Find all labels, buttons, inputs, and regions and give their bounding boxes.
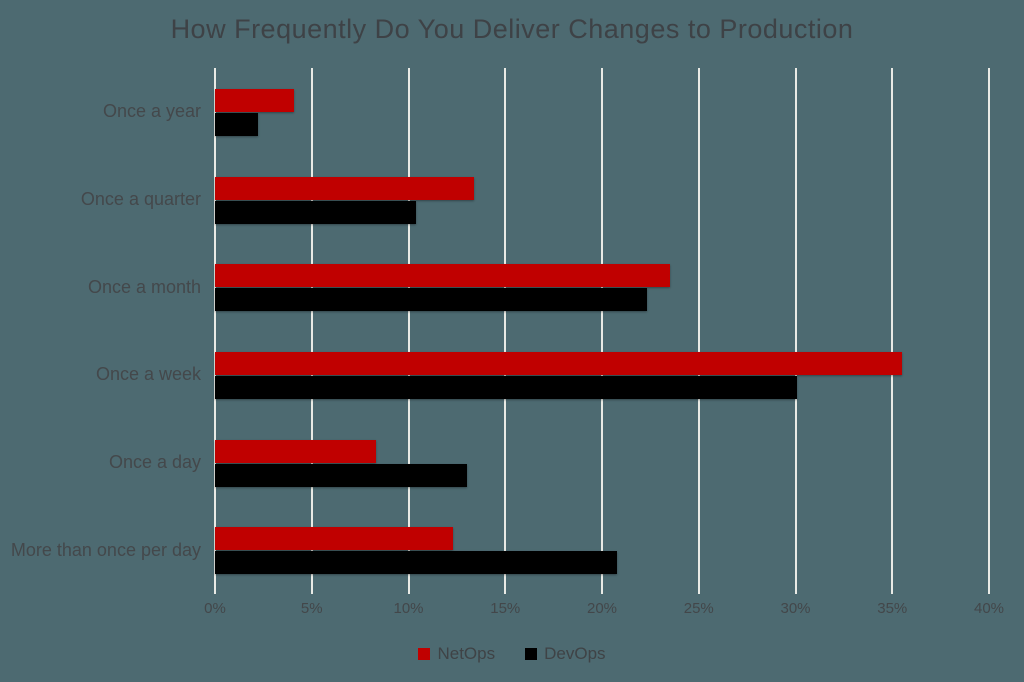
- gridline-15-: [504, 68, 507, 594]
- bar-netops-once-a-day: [215, 439, 376, 463]
- legend-label-netops: NetOps: [437, 644, 496, 663]
- bar-devops-once-a-week: [215, 376, 797, 399]
- bar-netops-once-a-year: [215, 89, 294, 112]
- gridline-25-: [697, 68, 700, 594]
- x-tick-label-35-: 35%: [877, 600, 908, 617]
- x-tick-label-20-: 20%: [586, 600, 618, 617]
- value-axis: 0% 5% 10% 15% 20% 25% 30% 35% 40%: [0, 600, 1024, 620]
- legend: NetOps DevOps: [0, 644, 1024, 664]
- gridline-10-: [407, 68, 410, 594]
- bar-devops-once-a-day: [215, 463, 467, 487]
- category-label-once-a-quarter: Once a quarter: [80, 188, 201, 209]
- bar-netops-once-a-week: [215, 352, 902, 375]
- legend-item-netops: NetOps: [418, 644, 495, 664]
- bar-devops-once-a-month: [215, 288, 647, 312]
- plot-area: [214, 68, 990, 594]
- legend-swatch-netops: [418, 648, 431, 660]
- bar-devops-once-a-year: [215, 113, 258, 136]
- x-tick-label-30-: 30%: [780, 600, 811, 617]
- x-tick-label-5-: 5%: [300, 600, 323, 617]
- gridline-0-: [214, 68, 216, 594]
- x-tick-label-0-: 0%: [204, 600, 226, 617]
- legend-swatch-devops: [525, 648, 538, 660]
- gridline-20-: [601, 68, 603, 594]
- category-label-once-a-month: Once a month: [87, 276, 201, 297]
- x-tick-label-40-: 40%: [973, 600, 1005, 617]
- legend-label-devops: DevOps: [544, 644, 606, 663]
- gridline-30-: [794, 68, 797, 594]
- bar-netops-more-than-once-per-day: [215, 527, 453, 551]
- category-label-once-a-day: Once a day: [108, 451, 201, 472]
- x-tick-label-10-: 10%: [393, 600, 424, 617]
- bar-netops-once-a-month: [215, 264, 670, 288]
- chart-title: How Frequently Do You Deliver Changes to…: [170, 14, 854, 44]
- bar-netops-once-a-quarter: [215, 176, 474, 200]
- bar-devops-once-a-quarter: [215, 200, 416, 224]
- x-tick-label-25-: 25%: [683, 600, 714, 617]
- gridline-5-: [310, 68, 313, 594]
- category-label-once-a-year: Once a year: [102, 101, 201, 122]
- legend-item-devops: DevOps: [525, 644, 606, 664]
- x-tick-label-15-: 15%: [490, 600, 521, 617]
- category-axis: Once a year Once a quarter Once a month Onc…: [0, 68, 201, 594]
- gridline-35-: [891, 68, 894, 594]
- category-label-more-than-once-per-day: More than once per day: [10, 539, 201, 560]
- category-label-once-a-week: Once a week: [95, 364, 201, 385]
- gridline-40-: [988, 68, 990, 594]
- bar-devops-more-than-once-per-day: [215, 551, 617, 575]
